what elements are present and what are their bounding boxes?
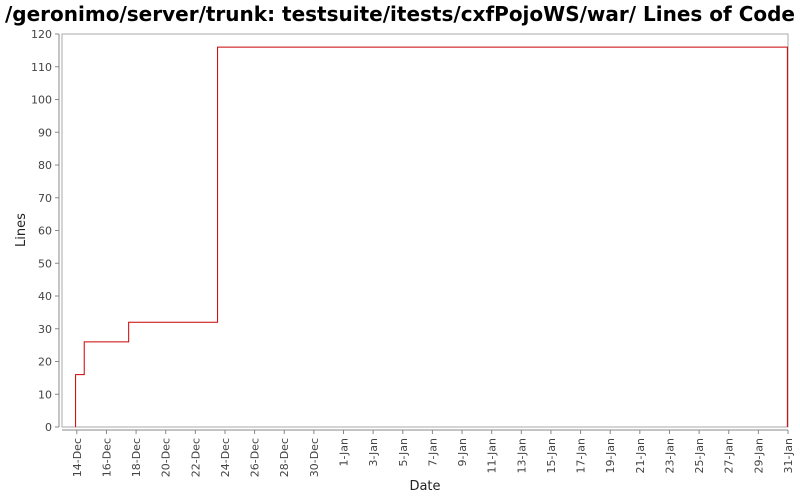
plot-area bbox=[61, 33, 789, 428]
x-tick-label: 21-Jan bbox=[634, 438, 647, 474]
x-tick-label: 27-Jan bbox=[723, 438, 736, 474]
y-tick-label: 110 bbox=[31, 61, 52, 74]
x-tick-label: 13-Jan bbox=[515, 438, 528, 474]
y-tick-label: 30 bbox=[38, 323, 52, 336]
x-tick-label: 22-Dec bbox=[189, 438, 202, 477]
y-tick-label: 0 bbox=[45, 421, 52, 434]
x-tick-label: 24-Dec bbox=[219, 438, 232, 477]
y-tick-label: 90 bbox=[38, 126, 52, 139]
y-tick-label: 100 bbox=[31, 94, 52, 107]
x-tick-label: 18-Dec bbox=[130, 438, 143, 477]
x-tick-label: 26-Dec bbox=[249, 438, 262, 477]
x-tick-label: 23-Jan bbox=[663, 438, 676, 474]
x-tick-label: 1-Jan bbox=[338, 438, 351, 467]
y-tick-label: 20 bbox=[38, 356, 52, 369]
x-tick-label: 30-Dec bbox=[308, 438, 321, 477]
x-tick-label: 31-Jan bbox=[782, 438, 795, 474]
y-tick-label: 70 bbox=[38, 192, 52, 205]
x-tick-label: 5-Jan bbox=[397, 438, 410, 467]
y-tick-label: 60 bbox=[38, 225, 52, 238]
y-tick-label: 10 bbox=[38, 388, 52, 401]
x-tick-label: 7-Jan bbox=[426, 438, 439, 467]
y-tick-label: 50 bbox=[38, 257, 52, 270]
x-tick-label: 28-Dec bbox=[278, 438, 291, 477]
chart-title: /geronimo/server/trunk: testsuite/itests… bbox=[5, 2, 795, 26]
y-tick-label: 80 bbox=[38, 159, 52, 172]
x-tick-label: 19-Jan bbox=[604, 438, 617, 474]
x-tick-label: 16-Dec bbox=[100, 438, 113, 477]
y-tick-label: 40 bbox=[38, 290, 52, 303]
x-tick-label: 25-Jan bbox=[693, 438, 706, 474]
x-tick-label: 17-Jan bbox=[575, 438, 588, 474]
x-tick-label: 9-Jan bbox=[456, 438, 469, 467]
x-tick-label: 3-Jan bbox=[367, 438, 380, 467]
y-tick-label: 120 bbox=[31, 28, 52, 41]
x-tick-label: 20-Dec bbox=[160, 438, 173, 477]
x-tick-label: 29-Jan bbox=[752, 438, 765, 474]
x-tick-label: 15-Jan bbox=[545, 438, 558, 474]
x-tick-label: 14-Dec bbox=[71, 438, 84, 477]
series-line bbox=[75, 46, 788, 427]
y-axis-title: Lines bbox=[14, 213, 29, 247]
x-tick-label: 11-Jan bbox=[486, 438, 499, 474]
x-ticks: 14-Dec 16-Dec 18-Dec 20-Dec 22-Dec 24-Dec 26-D… bbox=[71, 430, 795, 477]
x-axis-title: Date bbox=[409, 479, 440, 494]
y-ticks: 0 10 20 30 40 50 60 70 80 90 100 110 120 bbox=[31, 28, 59, 434]
